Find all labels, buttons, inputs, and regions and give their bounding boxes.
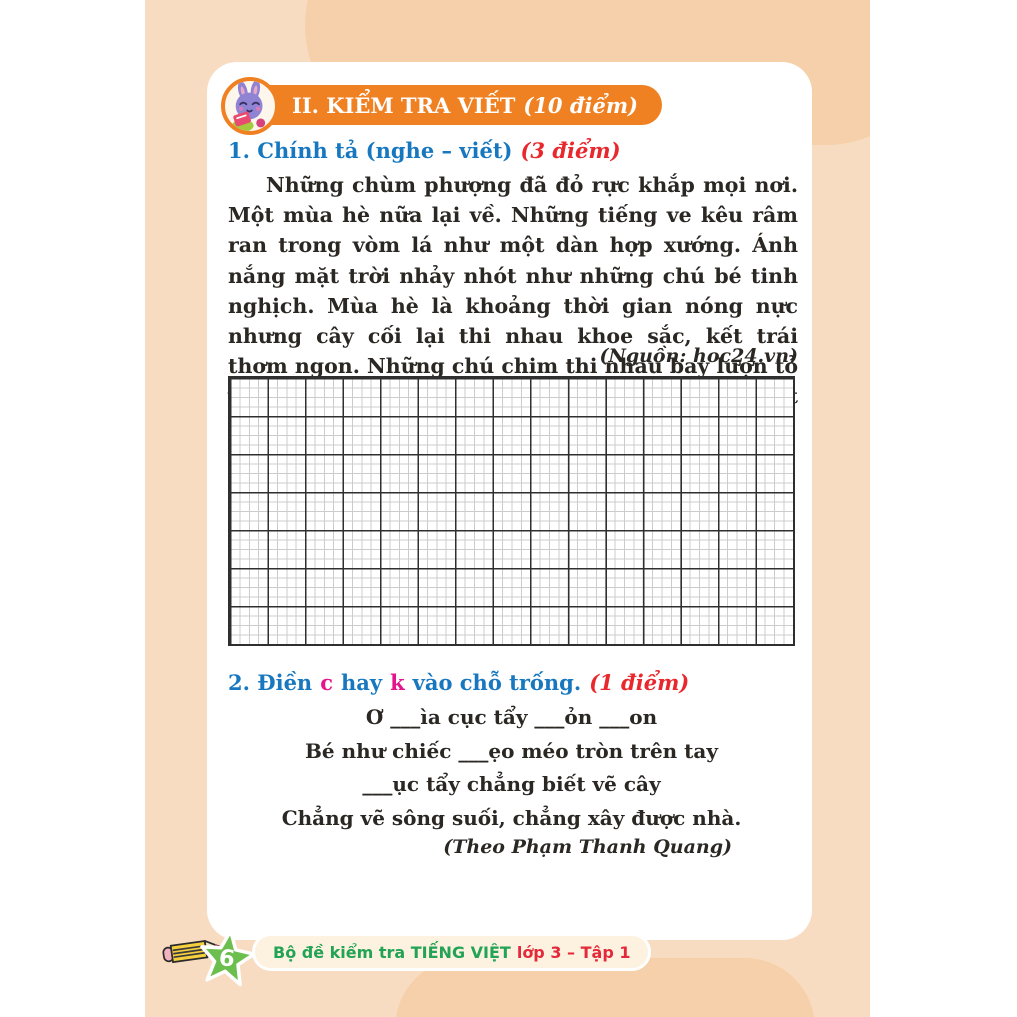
section-2-letter-c: c	[320, 670, 333, 695]
section-2-word-hay: hay	[341, 670, 383, 695]
section-2-letter-k: k	[390, 670, 405, 695]
header-points: (10 điểm)	[523, 92, 638, 118]
section-2-title: 2. Điền c hay k vào chỗ trống. (1 điểm)	[228, 670, 689, 695]
poem-line: ___ục tẩy chẳng biết vẽ cây	[362, 772, 661, 797]
poem-line: Ơ ___ìa cục tẩy ___ỏn ___on	[365, 705, 658, 729]
section-1-title-text: 1. Chính tả (nghe – viết)	[228, 138, 513, 163]
section-1-points: (3 điểm)	[520, 138, 621, 163]
page-number: 6	[217, 945, 236, 973]
poem-line: Chẳng vẽ sông suối, chẳng xây được nhà.	[281, 805, 742, 830]
book-title-sub: lớp 3 – Tập 1	[516, 942, 631, 962]
section-1-title: 1. Chính tả (nghe – viết) (3 điểm)	[228, 138, 621, 163]
section-2-label: 2. Điền	[228, 670, 313, 695]
worksheet-card: II. KIỂM TRA VIẾT (10 điểm) 1. Chính tả …	[207, 62, 812, 940]
fill-in-poem: Ơ ___ìa cục tẩy ___ỏn ___on Bé như chiếc…	[228, 701, 795, 835]
pencil-icon	[160, 930, 226, 972]
paragraph-source: (Nguồn: hoc24.vn)	[599, 345, 798, 367]
rabbit-mascot-icon	[221, 77, 279, 135]
header-title: II. KIỂM TRA VIẾT	[292, 92, 516, 118]
poem-source: (Theo Phạm Thanh Quang)	[443, 836, 732, 858]
star-page-number-badge: 6	[199, 924, 255, 990]
handwriting-practice-grid	[228, 376, 795, 646]
section-2-points: (1 điểm)	[589, 670, 690, 695]
book-title-banner: Bộ đề kiểm tra TIẾNG VIỆT lớp 3 – Tập 1	[252, 933, 652, 971]
poem-line: Bé như chiếc ___ẹo méo tròn trên tay	[304, 738, 719, 763]
section-2-rest: vào chỗ trống.	[412, 670, 582, 695]
book-title-main: Bộ đề kiểm tra TIẾNG VIỆT	[273, 942, 511, 962]
section-ii-header-badge: II. KIỂM TRA VIẾT (10 điểm)	[240, 85, 662, 125]
